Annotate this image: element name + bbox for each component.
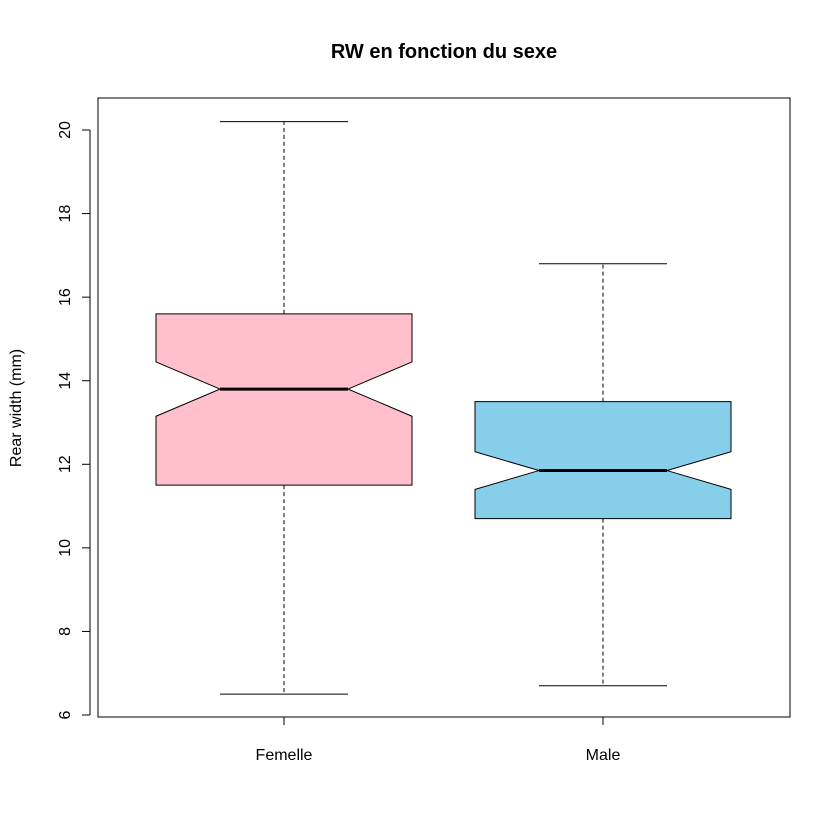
y-tick-label: 6 xyxy=(57,710,74,719)
chart-title: RW en fonction du sexe xyxy=(331,41,557,63)
x-tick-label: Male xyxy=(586,747,621,764)
box-body-male xyxy=(474,401,732,520)
y-tick-label: 16 xyxy=(57,288,74,306)
box-femelle xyxy=(155,121,413,695)
y-tick-label: 8 xyxy=(57,627,74,636)
y-tick-label: 14 xyxy=(57,372,74,390)
y-tick-label: 10 xyxy=(57,539,74,557)
x-tick-label: Femelle xyxy=(256,747,313,764)
y-tick-label: 12 xyxy=(57,455,74,473)
boxes-layer xyxy=(155,121,732,695)
x-axis: Femelle Male xyxy=(256,716,621,764)
y-tick-label: 18 xyxy=(57,205,74,223)
y-axis-label: Rear width (mm) xyxy=(8,349,25,467)
box-male xyxy=(474,263,732,687)
y-tick-label: 20 xyxy=(57,121,74,139)
y-axis: 6 8 10 12 14 16 18 20 xyxy=(57,121,91,719)
box-body-femelle xyxy=(155,313,413,486)
